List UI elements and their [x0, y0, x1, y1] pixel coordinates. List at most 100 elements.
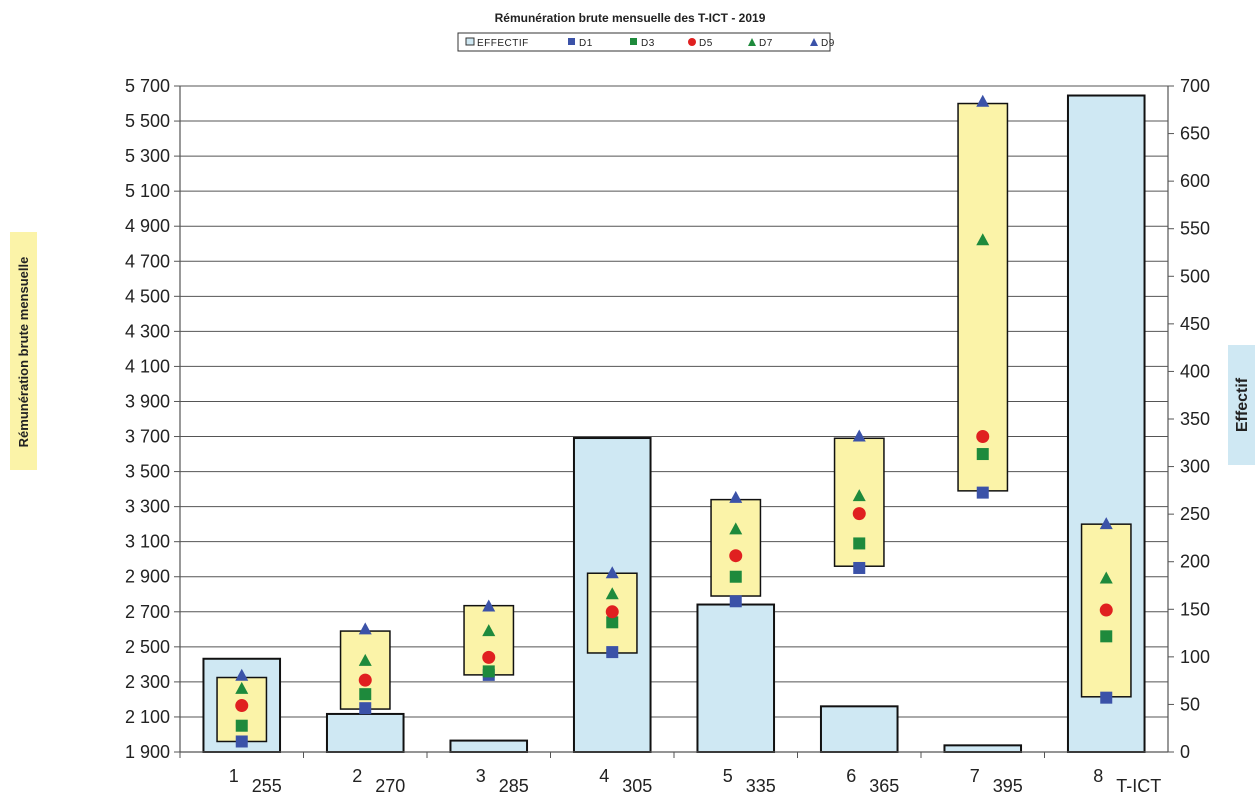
legend-frame [457, 32, 831, 52]
marker-d3 [235, 719, 248, 732]
left-tick-label: 2 100 [125, 707, 170, 727]
legend-label: EFFECTIF [477, 38, 529, 49]
right-tick-label: 350 [1180, 409, 1210, 429]
left-tick-label: 3 500 [125, 462, 170, 482]
legend-marker [465, 37, 475, 46]
legend-label: D7 [759, 38, 773, 49]
left-tick-label: 2 900 [125, 567, 170, 587]
marker-d9 [852, 429, 866, 442]
left-tick-label: 5 300 [125, 146, 170, 166]
left-tick-label: 2 500 [125, 637, 170, 657]
marker-d1 [235, 735, 248, 748]
marker-d5 [605, 605, 619, 619]
marker-d7 [235, 681, 249, 694]
marker-d1 [1100, 691, 1113, 704]
marker-d5 [1099, 603, 1113, 617]
marker-d9 [482, 599, 496, 612]
legend-label: D1 [579, 38, 593, 49]
effectif-bar [819, 705, 899, 753]
legend-marker [748, 38, 756, 46]
category-index-label: 365 [869, 776, 899, 796]
category-index-label: 335 [746, 776, 776, 796]
legend: EFFECTIF D1 D3 D5 D7 D9 [457, 32, 835, 52]
marker-d9 [976, 94, 990, 107]
marker-d9 [729, 490, 743, 503]
marker-d3 [606, 616, 619, 629]
left-tick-label: 3 100 [125, 532, 170, 552]
range-box [463, 604, 515, 676]
marker-d5 [235, 699, 249, 713]
right-tick-label: 600 [1180, 171, 1210, 191]
right-tick-label: 300 [1180, 457, 1210, 477]
marker-d5 [482, 650, 496, 664]
marker-d3 [359, 688, 372, 701]
category-index-label: 305 [622, 776, 652, 796]
marker-d3 [729, 570, 742, 583]
box-layer [216, 102, 1132, 743]
right-tick-label: 700 [1180, 76, 1210, 96]
right-axis-label: Effectif [1234, 377, 1251, 432]
effectif-bar [696, 603, 776, 753]
marker-d7 [976, 233, 990, 246]
marker-d1 [976, 486, 989, 499]
right-axis-label-bg [1228, 345, 1255, 465]
chart-title: Rémunération brute mensuelle des T-ICT -… [495, 11, 766, 25]
left-tick-label: 2 700 [125, 602, 170, 622]
marker-d3 [976, 448, 989, 461]
marker-d3 [482, 665, 495, 678]
left-tick-label: 4 700 [125, 251, 170, 271]
right-tick-label: 200 [1180, 552, 1210, 572]
marker-d9 [1099, 517, 1113, 530]
marker-d7 [605, 587, 619, 600]
category-label: 5 [723, 766, 733, 786]
marker-d7 [852, 489, 866, 502]
grid-layer [180, 85, 1168, 753]
marker-d1 [729, 595, 742, 608]
category-label: 7 [970, 766, 980, 786]
marker-d1 [606, 646, 619, 659]
category-label: 6 [846, 766, 856, 786]
right-tick-label: 250 [1180, 504, 1210, 524]
category-index-label: 285 [499, 776, 529, 796]
right-tick-label: 400 [1180, 361, 1210, 381]
marker-d3 [853, 537, 866, 550]
category-label: 2 [352, 766, 362, 786]
category-label: 8 [1093, 766, 1103, 786]
legend-marker [568, 38, 575, 45]
marker-d9 [358, 622, 372, 635]
marker-d7 [358, 653, 372, 666]
legend-marker [688, 38, 696, 46]
category-index-label: 395 [993, 776, 1023, 796]
right-tick-label: 50 [1180, 694, 1200, 714]
category-label: 3 [476, 766, 486, 786]
category-label: 4 [599, 766, 609, 786]
left-tick-label: 3 300 [125, 497, 170, 517]
legend-marker [810, 38, 818, 46]
left-tick-label: 5 700 [125, 76, 170, 96]
marker-d1 [359, 702, 372, 715]
effectif-bar [943, 744, 1023, 754]
marker-d5 [976, 430, 990, 444]
legend-marker [630, 38, 637, 45]
left-tick-label: 5 500 [125, 111, 170, 131]
category-index-label: 255 [252, 776, 282, 796]
left-tick-label: 4 300 [125, 321, 170, 341]
left-axis-label-bg [10, 232, 37, 470]
left-tick-label: 4 900 [125, 216, 170, 236]
left-tick-label: 1 900 [125, 742, 170, 762]
legend-label: D9 [821, 38, 835, 49]
category-index-label: 270 [375, 776, 405, 796]
effectif-bar [572, 437, 652, 753]
right-tick-label: 450 [1180, 314, 1210, 334]
left-tick-label: 2 300 [125, 672, 170, 692]
marker-d5 [358, 673, 372, 687]
category-index-label: T-ICT [1116, 776, 1161, 796]
marker-d9 [605, 566, 619, 579]
legend-label: D3 [641, 38, 655, 49]
marker-d3 [1100, 630, 1113, 643]
left-tick-label: 4 100 [125, 356, 170, 376]
left-axis-label-group: Rémunération brute mensuelle [10, 232, 37, 470]
